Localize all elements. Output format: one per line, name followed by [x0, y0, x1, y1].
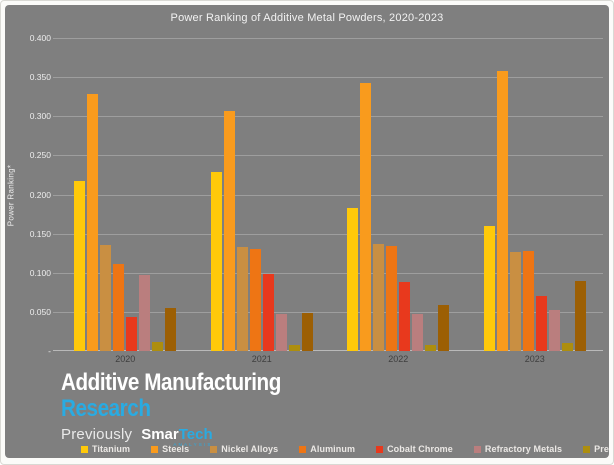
legend-item-cobalt-chrome: Cobalt Chrome	[376, 444, 453, 454]
bar-steels-2021	[223, 111, 235, 351]
legend-item-titanium: Titanium	[81, 444, 130, 454]
bar-nickel-alloys-2023	[509, 252, 521, 351]
legend-swatch-icon	[151, 445, 159, 453]
branding-block: Additive Manufacturing Research Previous…	[61, 371, 317, 448]
legend-swatch-icon	[210, 445, 218, 453]
gridline	[53, 272, 603, 274]
bar-group-2023	[467, 38, 604, 351]
bar-nickel-alloys-2022	[373, 244, 385, 351]
legend-label: Precious Metals	[594, 444, 609, 454]
plot-area: 0.400 0.350 0.300 0.250 0.200 0.150 0.100 0.050…	[30, 33, 603, 356]
y-tick-label: 0.150	[29, 228, 51, 239]
bar-titanium-2023	[483, 226, 495, 351]
x-axis-label-2023: 2023	[524, 354, 545, 364]
bar-refractory-metals-2022	[412, 314, 424, 351]
smartech-logo-subtext: ANALYSIS	[173, 442, 213, 447]
x-axis-label-2020: 2020	[115, 354, 136, 364]
bar-cobalt-chrome-2021	[262, 274, 274, 351]
legend-label: Refractory Metals	[484, 444, 563, 454]
bar-precious-metals-2020	[152, 342, 164, 351]
brand-name-line2: Research	[61, 395, 151, 422]
gridline	[53, 77, 603, 79]
bar-others-2023	[574, 281, 586, 351]
brand-previously-row: Previously SmarTech ANALYSIS	[61, 427, 317, 448]
x-axis-labels: 2020 2021 2022 2023	[57, 354, 603, 364]
legend-label: Titanium	[92, 444, 131, 454]
legend-swatch-icon	[81, 445, 88, 453]
y-tick-label: 0.300	[29, 111, 51, 122]
bar-titanium-2020	[74, 181, 86, 351]
bar-nickel-alloys-2021	[236, 247, 248, 351]
legend-label: Steels	[162, 444, 190, 454]
brand-previously-label: Previously	[61, 426, 133, 443]
bar-aluminum-2022	[386, 246, 398, 351]
gridline	[53, 233, 603, 235]
bar-refractory-metals-2023	[548, 310, 560, 351]
legend-swatch-icon	[299, 445, 307, 453]
legend-item-aluminum: Aluminum	[299, 444, 355, 454]
y-tick-label: 0.200	[29, 189, 51, 200]
bar-nickel-alloys-2020	[100, 245, 112, 351]
gridline	[53, 38, 603, 39]
bar-cobalt-chrome-2020	[126, 317, 138, 351]
bar-cobalt-chrome-2022	[399, 282, 411, 351]
y-tick-label: -	[48, 346, 51, 356]
bar-groups	[57, 38, 603, 351]
legend-swatch-icon	[583, 445, 591, 453]
gridline	[53, 116, 603, 118]
legend-label: Nickel Alloys	[221, 444, 279, 454]
bar-steels-2022	[360, 83, 372, 351]
chart-title: Power Ranking of Additive Metal Powders,…	[170, 12, 444, 24]
bar-group-2021	[194, 38, 331, 351]
smartech-logo: SmarTech ANALYSIS	[141, 427, 212, 448]
bar-others-2021	[301, 313, 313, 351]
bar-steels-2023	[496, 71, 508, 351]
legend-swatch-icon	[376, 445, 384, 453]
bar-group-2022	[330, 38, 467, 351]
y-tick-label: 0.250	[29, 150, 51, 161]
legend-item-refractory-metals: Refractory Metals	[473, 444, 563, 454]
legend-item-precious-metals: Precious Metals	[583, 444, 609, 454]
y-tick-label: 0.350	[29, 72, 51, 83]
x-axis-label-2022: 2022	[388, 354, 409, 364]
bar-aluminum-2021	[249, 249, 261, 351]
x-axis-label-2021: 2021	[251, 354, 272, 364]
gridline	[53, 155, 603, 157]
bar-cobalt-chrome-2023	[535, 296, 547, 351]
gridline	[53, 194, 603, 196]
bar-precious-metals-2021	[288, 345, 300, 351]
legend-item-nickel-alloys: Nickel Alloys	[210, 444, 278, 454]
chart-canvas: Power Ranking of Additive Metal Powders,…	[5, 5, 609, 458]
legend-item-steels: Steels	[151, 444, 189, 454]
x-axis-line	[53, 350, 603, 351]
bar-precious-metals-2023	[561, 343, 573, 351]
y-tick-label: 0.050	[29, 306, 51, 317]
bar-aluminum-2020	[113, 264, 125, 351]
legend-label: Aluminum	[310, 444, 356, 454]
legend-swatch-icon	[473, 445, 481, 453]
bar-refractory-metals-2020	[139, 275, 151, 351]
bar-others-2020	[165, 308, 177, 351]
bar-group-2020	[57, 38, 194, 351]
y-tick-label: 0.400	[29, 33, 51, 43]
chart-legend: Titanium Steels Nickel Alloys Aluminum Cobal…	[81, 444, 609, 454]
bar-aluminum-2023	[522, 251, 534, 351]
bar-others-2022	[438, 305, 450, 351]
legend-label: Cobalt Chrome	[387, 444, 453, 454]
smartech-logo-tech: Tech	[178, 426, 213, 443]
brand-name-line1: Additive Manufacturing	[61, 369, 281, 396]
bar-steels-2020	[87, 94, 99, 351]
bar-refractory-metals-2021	[275, 314, 287, 351]
bar-titanium-2021	[210, 172, 222, 351]
smartech-logo-smar: Smar	[141, 426, 179, 443]
y-tick-label: 0.100	[29, 267, 51, 278]
bar-titanium-2022	[347, 208, 359, 351]
gridline	[53, 311, 603, 313]
bar-precious-metals-2022	[425, 345, 437, 351]
